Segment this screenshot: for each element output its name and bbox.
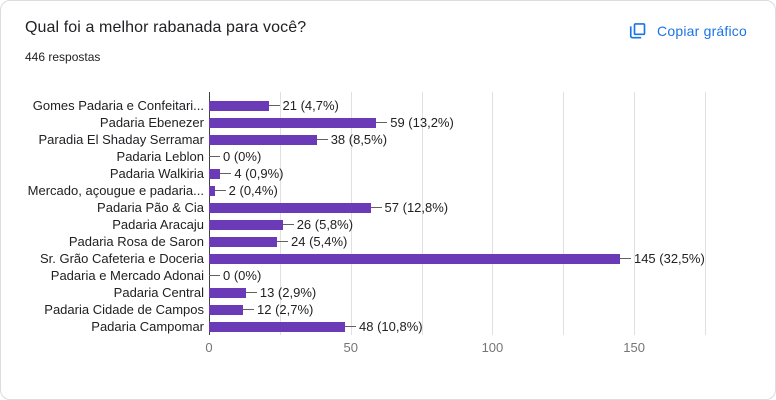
leader-line [243,309,254,310]
value-label: 12 (2,7%) [257,302,314,317]
gridline [705,92,706,335]
value-label: 59 (13,2%) [390,115,454,130]
leader-line [220,173,232,174]
leader-line [376,122,388,123]
gridline [279,92,281,335]
leader-line [268,105,280,106]
chart-row: Padaria Ebenezer 59 (13,2%) [1,114,775,131]
response-count: 446 respostas [25,50,101,64]
bar [209,321,346,332]
category-label: Padaria Central [113,285,204,300]
bar [209,117,377,128]
bar [209,219,283,230]
bar [209,168,221,179]
category-label: Padaria Pão & Cia [97,200,204,215]
category-label: Padaria Aracaju [112,217,204,232]
leader-line [214,190,226,191]
value-label: 38 (8,5%) [330,132,388,147]
value-label: 57 (12,8%) [384,200,449,215]
bar [209,253,620,264]
leader-line [209,275,220,276]
copy-icon [627,21,647,41]
chart-row: Padaria Pão & Cia 57 (12,8%) [1,199,775,216]
value-label: 26 (5,8%) [296,217,354,232]
value-label: 24 (5,4%) [291,234,348,249]
category-label: Padaria Leblon [116,149,204,164]
x-tick-label: 100 [481,340,504,355]
leader-line [619,258,631,259]
leader-line [370,207,382,208]
chart-row: Padaria Central 13 (2,9%) [1,284,775,301]
bar [209,185,215,196]
x-tick-label: 0 [205,340,213,355]
category-label: Padaria Ebenezer [99,115,204,130]
bar [209,134,317,145]
x-tick-label: 50 [343,340,358,355]
gridline [634,92,636,335]
copy-chart-button[interactable]: Copiar gráfico [623,19,751,43]
chart-row: Padaria Campomar 48 (10,8%) [1,318,775,335]
value-label: 4 (0,9%) [234,166,284,181]
bar [209,236,278,247]
card-header: Qual foi a melhor rabanada para você? Co… [25,19,751,43]
bar [209,100,269,111]
gridline [421,92,423,335]
copy-chart-label: Copiar gráfico [657,23,747,39]
chart-row: Padaria Cidade de Campos 12 (2,7%) [1,301,775,318]
question-title: Qual foi a melhor rabanada para você? [25,19,307,36]
chart-row: Padaria Leblon 0 (0%) [1,148,775,165]
gridline [492,92,494,335]
leader-line [245,292,257,293]
x-tick-label: 150 [623,340,645,355]
leader-line [282,224,294,225]
bar [209,287,246,298]
category-label: Paradia El Shaday Serramar [38,132,204,147]
chart-row: Padaria e Mercado Adonai 0 (0%) [1,267,775,284]
bar [209,202,371,213]
chart-row: Padaria Rosa de Saron 24 (5,4%) [1,233,775,250]
value-label: 0 (0%) [223,268,262,283]
leader-line [316,139,328,140]
value-label: 48 (10,8%) [359,319,423,334]
category-label: Padaria Cidade de Campos [44,302,204,317]
value-label: 145 (32,5%) [633,251,705,266]
category-label: Sr. Grão Cafeteria e Doceria [39,251,204,266]
category-label: Mercado, açougue e padaria... [27,183,204,198]
category-label: Padaria e Mercado Adonai [50,268,204,283]
y-axis-line [209,92,210,335]
value-label: 0 (0%) [223,149,262,164]
chart-row: Sr. Grão Cafeteria e Doceria 145 (32,5%) [1,250,775,267]
category-label: Padaria Campomar [91,319,204,334]
category-label: Gomes Padaria e Confeitari... [32,98,204,113]
leader-line [345,326,357,327]
chart-row: Mercado, açougue e padaria... 2 (0,4%) [1,182,775,199]
gridline [350,92,352,335]
chart-row: Padaria Aracaju 26 (5,8%) [1,216,775,233]
chart-row: Paradia El Shaday Serramar 38 (8,5%) [1,131,775,148]
bar [209,304,243,315]
category-label: Padaria Walkiria [109,166,204,181]
leader-line [209,156,220,157]
category-label: Padaria Rosa de Saron [68,234,204,249]
gridline [563,92,565,335]
chart-row: Gomes Padaria e Confeitari... 21 (4,7%) [1,97,775,114]
value-label: 13 (2,9%) [259,285,317,300]
value-label: 2 (0,4%) [228,183,278,198]
leader-line [277,241,289,242]
chart-row: Padaria Walkiria 4 (0,9%) [1,165,775,182]
value-label: 21 (4,7%) [282,98,339,113]
